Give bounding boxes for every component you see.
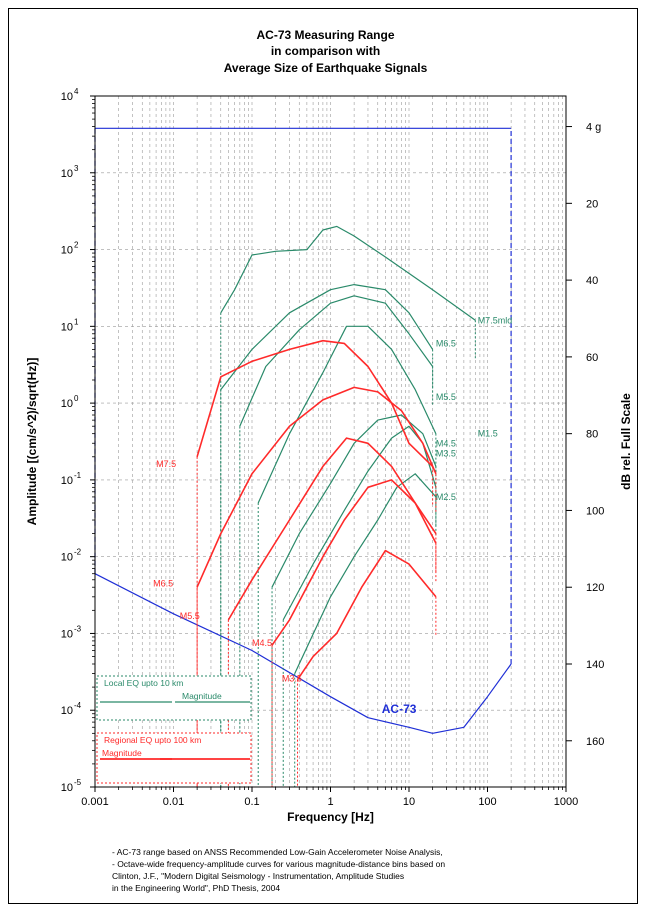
x-tick-label: 0.1 [244, 796, 259, 808]
y-tick-label: 10 [61, 552, 73, 564]
annotation-m6-5: M6.5 [436, 338, 456, 348]
y-tick-label: 10 [61, 705, 73, 717]
y-tick-label: 10 [61, 91, 73, 103]
legend-title-local: Local EQ upto 10 km [104, 678, 183, 688]
annotation-m2-5: M2.5 [436, 492, 456, 502]
x-tick-label: 0.01 [163, 796, 184, 808]
footnote-4: in the Engineering World", PhD Thesis, 2… [112, 883, 281, 893]
x-tick-label: 0.001 [81, 796, 109, 808]
local-m6-5-5-line [220, 284, 434, 390]
annotation-m5-5: M5.5 [436, 392, 456, 402]
chart-title-line-1: AC-73 Measuring Range [256, 28, 395, 42]
x-tick-label: 100 [478, 796, 496, 808]
regional-m4-5-14-line [271, 479, 437, 646]
legend: Local EQ upto 10 km Magnitude Regional EQ … [96, 675, 252, 784]
x-tick-label: 10 [403, 796, 415, 808]
grid [94, 96, 566, 788]
x-tick-label: 1000 [554, 796, 578, 808]
chart-title-line-2: in comparison with [270, 44, 381, 58]
regional-m6-5-12-line [196, 386, 437, 588]
axes: 0.001 0.01 0.1 1 10 100 100010-510-410-310-210… [61, 87, 605, 808]
legend-box-regional [96, 732, 252, 784]
y-axis-label: Amplitude [(cm/s^2)/sqrt(Hz)] [25, 358, 39, 526]
y2-tick-label: 80 [586, 429, 598, 441]
x-tick-label: 1 [327, 796, 333, 808]
y-tick-exponent: -3 [74, 624, 82, 633]
y2-tick-label: 100 [586, 505, 604, 517]
chart-title-line-3: Average Size of Earthquake Signals [223, 61, 428, 75]
local-m5-5-6-line [239, 295, 434, 427]
local-m4-5-7-line [257, 325, 437, 504]
y2-tick-label: 140 [586, 659, 604, 671]
annotation-m3-5: M3.5 [436, 449, 456, 459]
x-axis-label: Frequency [Hz] [287, 810, 374, 824]
footnote-3: Clinton, J.F., "Modern Digital Seismolog… [112, 871, 405, 881]
y-tick-label: 10 [61, 245, 73, 257]
y2-tick-label: 60 [586, 352, 598, 364]
y-tick-exponent: 0 [74, 394, 79, 403]
y-tick-label: 10 [61, 628, 73, 640]
y-tick-label: 10 [61, 782, 73, 794]
annotation-m3-5: M3.5 [282, 673, 302, 683]
y-tick-exponent: 4 [74, 87, 79, 96]
local-m1-5-10-line [294, 473, 437, 674]
annotation-ac-73: AC-73 [382, 702, 417, 716]
y-tick-exponent: -5 [74, 778, 82, 787]
annotation-m7-5: M7.5 [156, 459, 176, 469]
annotation-m4-5: M4.5 [436, 438, 456, 448]
legend-item-local: Magnitude [182, 691, 222, 701]
legend-box-local [96, 675, 252, 721]
ac73-ac-73-0-line [94, 573, 512, 734]
annotation-m7-5mld: M7.5mld [478, 315, 513, 325]
y-tick-exponent: 1 [74, 317, 79, 326]
y-tick-exponent: 3 [74, 164, 79, 173]
y-tick-exponent: -2 [74, 548, 82, 557]
annotation-m5-5: M5.5 [180, 611, 200, 621]
footnote-1: - AC-73 range based on ANSS Recommended … [112, 847, 443, 857]
y2-tick-label: 4 g [586, 122, 601, 134]
y-tick-exponent: 2 [74, 241, 79, 250]
y-tick-label: 10 [61, 398, 73, 410]
regional-m7-5-11-line [196, 339, 434, 467]
y-tick-exponent: -4 [74, 701, 82, 710]
annotation-m1-5: M1.5 [478, 429, 498, 439]
annotation-m4-5: M4.5 [252, 638, 272, 648]
y-tick-exponent: -1 [74, 471, 82, 480]
annotation-m6-5: M6.5 [153, 578, 173, 588]
y2-tick-label: 40 [586, 275, 598, 287]
legend-item-regional: Magnitude [102, 748, 142, 758]
y-tick-label: 10 [61, 168, 73, 180]
local-m3-5-8-line [271, 414, 437, 588]
y-tick-label: 10 [61, 475, 73, 487]
y2-tick-label: 20 [586, 198, 598, 210]
y2-axis-label: dB rel. Full Scale [619, 393, 633, 490]
regional-m3-5-15-line [296, 549, 437, 681]
legend-title-regional: Regional EQ upto 100 km [104, 735, 201, 745]
y2-tick-label: 160 [586, 736, 604, 748]
y-tick-label: 10 [61, 321, 73, 333]
y2-tick-label: 120 [586, 582, 604, 594]
local-m7-5-4-line [220, 225, 476, 321]
footnote-2: - Octave-wide frequency-amplitude curves… [112, 859, 446, 869]
regional-m5-5-13-line [227, 437, 437, 621]
